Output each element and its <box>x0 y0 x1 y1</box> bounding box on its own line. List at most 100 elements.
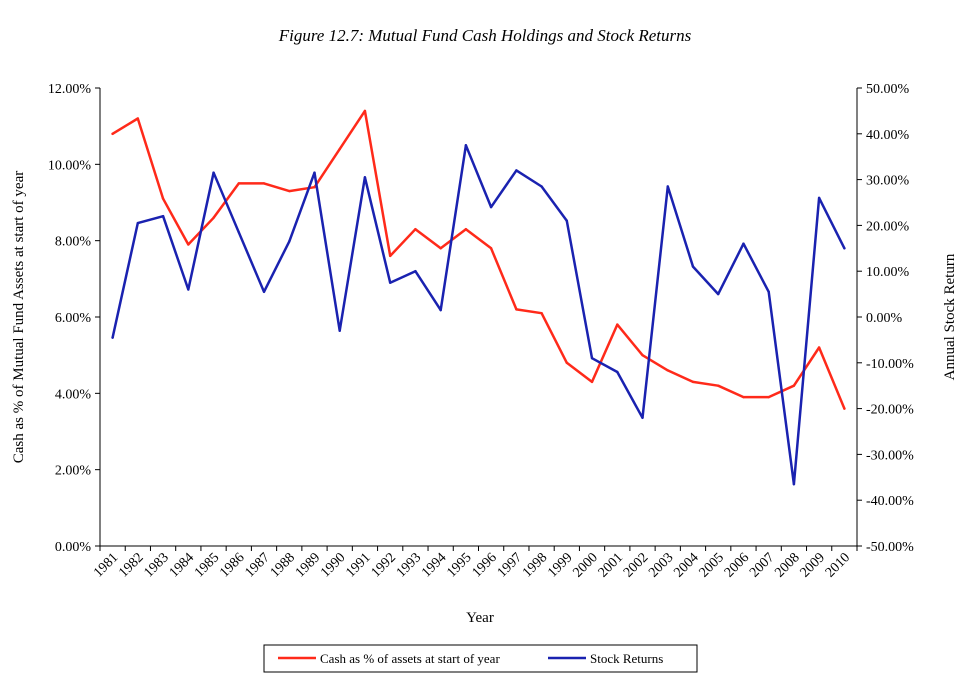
stock-returns-data-point <box>187 288 190 291</box>
x-tick-label: 1995 <box>444 550 474 580</box>
x-tick-label: 2009 <box>798 550 828 580</box>
right-tick-label: -10.00% <box>866 357 914 372</box>
cash-data-point <box>717 384 720 387</box>
x-tick-label: 1988 <box>268 550 298 580</box>
x-tick-label: 1986 <box>217 550 247 580</box>
stock-returns-data-point <box>237 231 240 234</box>
left-tick-label: 10.00% <box>48 158 92 173</box>
x-tick-label: 1982 <box>116 550 146 580</box>
cash-data-point <box>161 197 165 200</box>
cash-data-point <box>817 346 821 349</box>
series-lines <box>111 109 846 486</box>
cash-data-point <box>843 407 846 410</box>
cash-data-point <box>187 243 190 246</box>
x-axis: 1981198219831984198519861987198819891990… <box>91 546 858 581</box>
right-tick-label: -30.00% <box>866 448 914 463</box>
x-tick-label: 1981 <box>91 550 121 580</box>
right-tick-label: 30.00% <box>866 174 910 189</box>
plot-area <box>99 88 858 547</box>
x-tick-label: 2002 <box>621 550 651 580</box>
stock-returns-data-point <box>439 308 442 312</box>
stock-returns-data-point <box>792 482 796 486</box>
x-tick-label: 1996 <box>470 550 500 580</box>
x-tick-label: 2007 <box>747 550 777 580</box>
left-tick-label: 4.00% <box>55 387 92 402</box>
cash-series-line <box>111 109 846 410</box>
stock-returns-data-point <box>767 290 770 294</box>
cash-data-point <box>691 380 695 384</box>
stock-returns-data-point <box>590 357 594 360</box>
legend-label-stock-returns: Stock Returns <box>590 651 663 666</box>
legend-box <box>263 644 698 673</box>
x-tick-label: 2010 <box>823 550 853 580</box>
stock-returns-data-point <box>641 416 644 419</box>
chart-title: Figure 12.7: Mutual Fund Cash Holdings a… <box>278 26 692 45</box>
x-tick-label: 2001 <box>596 550 626 580</box>
right-tick-label: -20.00% <box>866 403 914 418</box>
cash-data-point <box>489 247 493 250</box>
right-tick-label: 10.00% <box>866 265 910 280</box>
cash-data-point <box>742 395 745 399</box>
stock-returns-data-point <box>489 205 493 209</box>
x-tick-label: 1992 <box>369 550 399 580</box>
stock-returns-data-point <box>414 270 417 273</box>
cash-data-point <box>767 395 770 399</box>
left-tick-label: 6.00% <box>55 311 92 326</box>
cash-data-point <box>792 384 796 387</box>
stock-returns-data-point <box>262 290 266 294</box>
right-axis-title: Annual Stock Return <box>942 253 958 380</box>
x-tick-label: 1989 <box>293 550 323 580</box>
stock-returns-data-point <box>212 171 215 174</box>
left-tick-label: 12.00% <box>48 82 92 97</box>
right-tick-label: 0.00% <box>866 311 903 326</box>
stock-returns-data-point <box>388 281 392 284</box>
x-tick-label: 1993 <box>394 550 424 580</box>
cash-data-point <box>237 182 240 185</box>
x-tick-label: 1997 <box>495 550 525 580</box>
cash-data-point <box>590 380 594 384</box>
stock-returns-data-point <box>742 242 745 245</box>
x-tick-label: 1991 <box>343 550 373 580</box>
stock-returns-data-point <box>136 221 140 225</box>
x-tick-label: 1984 <box>167 550 197 580</box>
cash-data-point <box>313 186 316 189</box>
cash-data-point <box>262 182 266 185</box>
cash-data-point <box>515 308 518 311</box>
stock-returns-data-point <box>843 247 846 250</box>
x-tick-label: 1983 <box>142 550 172 580</box>
left-tick-label: 2.00% <box>55 464 92 479</box>
stock-returns-data-point <box>565 219 569 223</box>
right-tick-label: 20.00% <box>866 219 910 234</box>
right-tick-label: -50.00% <box>866 540 914 555</box>
cash-data-point <box>565 361 569 364</box>
cash-data-point <box>212 216 215 219</box>
legend: Cash as % of assets at start of year Sto… <box>263 644 698 673</box>
x-tick-label: 1987 <box>242 550 272 580</box>
cash-data-point <box>464 228 468 231</box>
stock-returns-data-point <box>464 144 468 147</box>
stock-returns-data-point <box>717 292 720 296</box>
stock-returns-data-point <box>111 336 114 339</box>
x-tick-label: 1994 <box>419 550 449 580</box>
x-tick-label: 1998 <box>520 550 550 580</box>
cash-data-point <box>388 254 392 258</box>
x-tick-label: 1985 <box>192 550 222 580</box>
stock-returns-data-point <box>161 215 165 218</box>
cash-data-point <box>338 147 341 151</box>
cash-data-point <box>666 369 669 372</box>
stock-returns-data-point <box>616 370 619 374</box>
stock-returns-data-point <box>666 185 669 188</box>
right-axis: -50.00% -40.00% -30.00% -20.00% -10.00% 0.00%… <box>857 82 914 555</box>
stock-returns-data-point <box>540 185 543 188</box>
stock-returns-data-point <box>363 176 367 179</box>
right-tick-label: -40.00% <box>866 494 914 509</box>
right-tick-label: 50.00% <box>866 82 910 97</box>
stock-returns-data-point <box>338 329 341 332</box>
cash-data-point <box>136 117 140 120</box>
left-tick-label: 0.00% <box>55 540 92 555</box>
cash-data-point <box>616 323 619 326</box>
x-tick-label: 2006 <box>722 550 752 580</box>
x-axis-title: Year <box>466 610 494 626</box>
left-axis-title: Cash as % of Mutual Fund Assets at start… <box>11 171 27 463</box>
stock-returns-series-line <box>111 144 846 486</box>
